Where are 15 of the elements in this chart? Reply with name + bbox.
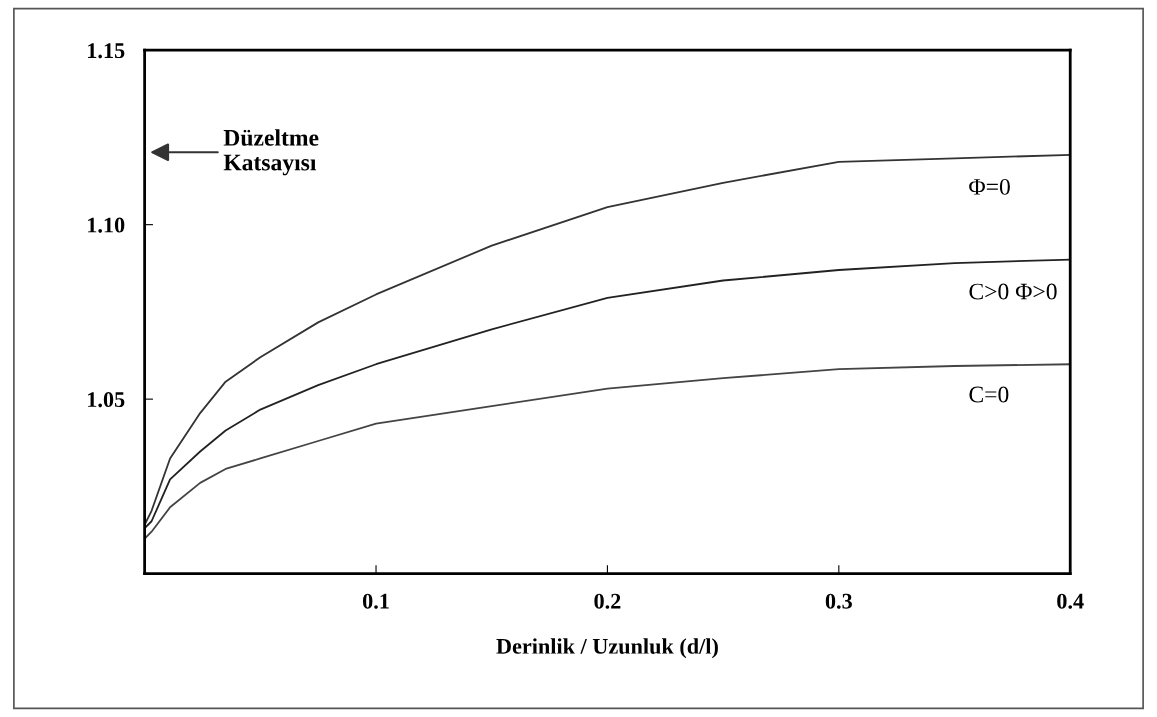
- y-tick-label: 1.15: [88, 43, 125, 59]
- x-tick-label: 0.2: [594, 593, 621, 609]
- y-tick-label: 1.05: [88, 392, 125, 408]
- y-tick-label: 1.10: [88, 217, 125, 233]
- annotation: Düzeltme Katsayısı: [223, 129, 319, 176]
- line-series: [144, 153, 1071, 526]
- line-series: [144, 363, 1071, 540]
- x-axis-title: Derinlik / Uzunluk (d/l): [496, 638, 718, 659]
- x-tick-label: 0.4: [1057, 593, 1084, 609]
- x-tick-label: 0.1: [362, 593, 389, 609]
- x-tick-label: 0.3: [825, 593, 852, 609]
- series-label: C>0 Φ>0: [969, 283, 1057, 300]
- line-series: [144, 258, 1071, 530]
- series-label: C=0: [969, 386, 1009, 403]
- series-label: Φ=0: [969, 178, 1010, 195]
